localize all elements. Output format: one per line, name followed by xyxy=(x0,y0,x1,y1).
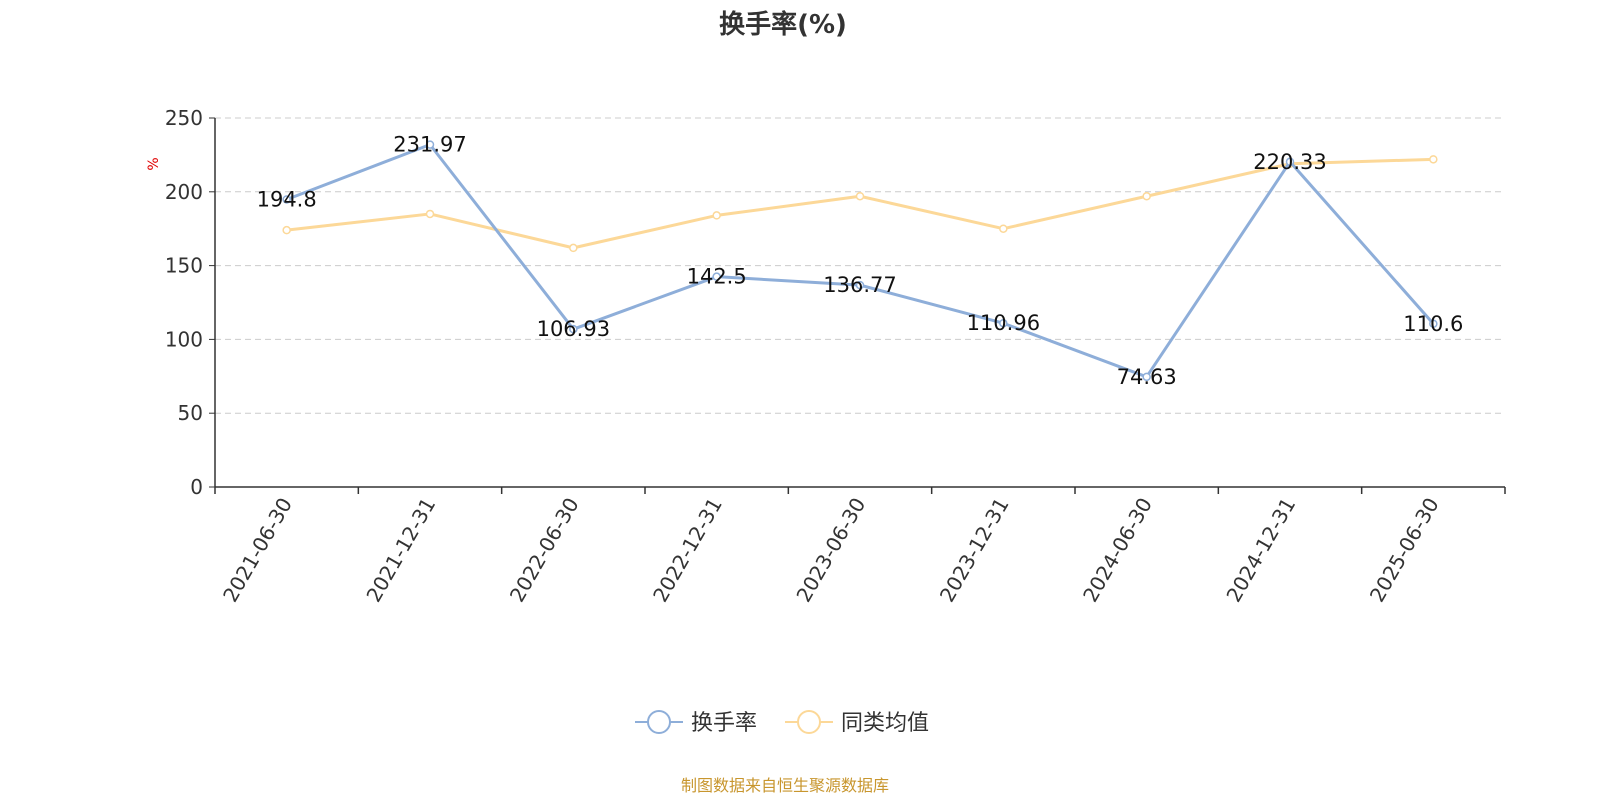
data-labels: 194.8 231.97 106.93 142.5 136.77 110.96 74.63 2… xyxy=(257,133,1464,389)
data-label: 74.63 xyxy=(1117,365,1177,389)
data-point xyxy=(282,225,291,235)
data-point xyxy=(999,224,1008,233)
data-point xyxy=(1142,372,1151,382)
data-label: 194.8 xyxy=(257,187,317,211)
y-tick-label: 0 xyxy=(190,475,203,499)
data-point xyxy=(425,209,435,219)
y-tick-label: 200 xyxy=(165,180,203,204)
data-point xyxy=(569,324,578,334)
data-point xyxy=(569,243,578,253)
chart-title: 换手率(%) xyxy=(719,9,847,40)
data-label: 136.77 xyxy=(823,273,896,297)
x-tick-label: 2022-06-30 xyxy=(505,494,584,607)
data-point xyxy=(712,211,721,220)
grid-lines xyxy=(215,117,1505,414)
data-label: 142.5 xyxy=(687,265,747,289)
y-tick-label: 250 xyxy=(165,106,203,130)
x-tick-label: 2023-06-30 xyxy=(791,494,870,607)
data-label: 110.6 xyxy=(1403,312,1463,336)
data-label: 231.97 xyxy=(393,133,466,157)
data-label: 110.96 xyxy=(967,311,1040,335)
legend-marker xyxy=(647,710,671,734)
data-point xyxy=(1429,319,1438,329)
legend-marker xyxy=(797,710,821,734)
data-label: 220.33 xyxy=(1253,150,1326,174)
data-point xyxy=(1429,155,1438,164)
x-tick-label: 2023-12-31 xyxy=(935,493,1014,606)
x-tick-label: 2021-12-31 xyxy=(361,494,440,607)
legend[interactable]: 换手率 同类均值 xyxy=(635,710,929,736)
y-axis-unit: % xyxy=(146,157,162,170)
data-point xyxy=(855,280,865,290)
axes: 0 50 100 150 200 250 2021-06-30 2021-12-31 2022-… xyxy=(165,106,1506,607)
data-point xyxy=(282,195,291,204)
data-point xyxy=(855,191,865,201)
x-tick-label: 2025-06-30 xyxy=(1365,494,1444,607)
data-point xyxy=(425,140,435,149)
data-point xyxy=(1142,191,1151,201)
legend-label: 同类均值 xyxy=(841,711,929,736)
data-point xyxy=(999,318,1008,328)
y-tick-label: 50 xyxy=(178,401,203,425)
y-tick-label: 100 xyxy=(165,327,203,351)
x-tick-label: 2022-12-31 xyxy=(648,494,727,607)
data-point xyxy=(1285,157,1295,167)
series-line xyxy=(286,143,1435,379)
x-tick-label: 2024-12-31 xyxy=(1221,494,1300,607)
legend-label: 换手率 xyxy=(691,711,757,736)
source-note: 制图数据来自恒生聚源数据库 xyxy=(681,776,889,795)
series-lines xyxy=(282,140,1438,382)
x-tick-label: 2021-06-30 xyxy=(218,494,297,607)
data-point xyxy=(712,272,721,281)
data-label: 106.93 xyxy=(537,317,610,341)
y-tick-label: 150 xyxy=(165,254,203,278)
x-tick-label: 2024-06-30 xyxy=(1078,494,1157,607)
